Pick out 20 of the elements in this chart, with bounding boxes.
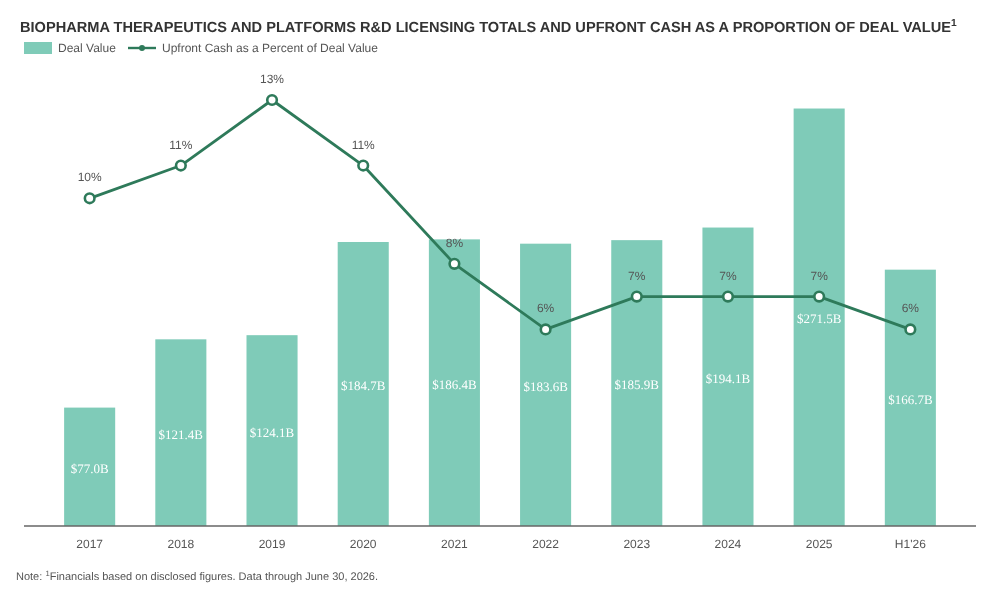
point: [265, 93, 279, 107]
bar: [246, 335, 298, 526]
bar: [520, 243, 572, 526]
bar: [702, 227, 754, 526]
point: [448, 257, 461, 270]
point: [813, 290, 826, 303]
point: [630, 290, 643, 303]
point: [904, 323, 917, 336]
point: [83, 192, 96, 205]
point: [539, 323, 552, 336]
point: [357, 159, 370, 172]
point: [721, 290, 735, 303]
point: [174, 159, 187, 172]
bar: [793, 108, 845, 526]
bar: [428, 239, 480, 526]
bar: [884, 269, 936, 526]
bar: [64, 407, 116, 526]
bar: [155, 339, 207, 526]
bar: [611, 240, 663, 526]
bar: [337, 241, 389, 526]
